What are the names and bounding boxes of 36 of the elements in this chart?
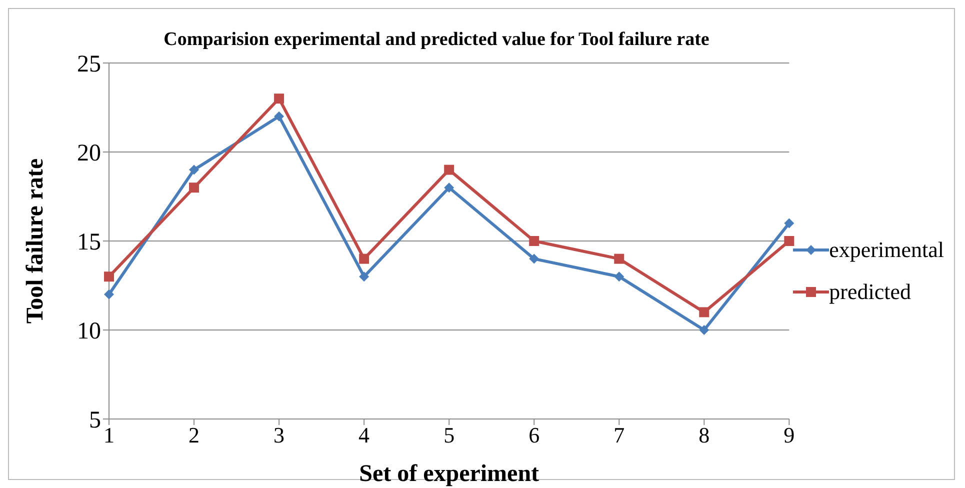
x-tick-label: 4 (358, 422, 370, 448)
point (274, 111, 284, 122)
point (529, 254, 540, 264)
point (784, 218, 794, 228)
legend-label: predicted (829, 279, 912, 305)
point (614, 272, 624, 282)
x-tick-label: 5 (444, 422, 455, 448)
x-axis-title: Set of experiment (359, 461, 540, 487)
chart-title: Comparision experimental and predicted value for Tool failure rate (162, 29, 710, 51)
x-tick-label: 7 (614, 422, 625, 448)
point (614, 254, 624, 264)
y-tick-label: 25 (77, 52, 101, 78)
point (189, 164, 200, 175)
x-tick-label: 9 (784, 422, 795, 448)
point (529, 236, 540, 246)
point (444, 182, 454, 193)
point (359, 254, 370, 264)
point (444, 164, 454, 175)
point (784, 236, 794, 246)
point (699, 325, 710, 335)
point (104, 272, 114, 282)
y-tick-label: 10 (77, 318, 101, 345)
x-tick-label: 8 (698, 422, 710, 448)
point (104, 289, 114, 300)
x-tick-label: 1 (104, 422, 114, 448)
point (189, 182, 200, 193)
y-tick-label: 15 (77, 230, 101, 256)
point (359, 272, 370, 282)
y-tick-label: 20 (77, 140, 101, 167)
point (699, 307, 710, 318)
legend-label: experimental (829, 237, 944, 263)
point (274, 94, 284, 104)
x-tick-label: 3 (274, 422, 285, 448)
x-tick-label: 2 (188, 422, 200, 448)
y-axis-title: Tool failure rate (22, 158, 49, 324)
x-tick-label: 6 (528, 422, 540, 448)
